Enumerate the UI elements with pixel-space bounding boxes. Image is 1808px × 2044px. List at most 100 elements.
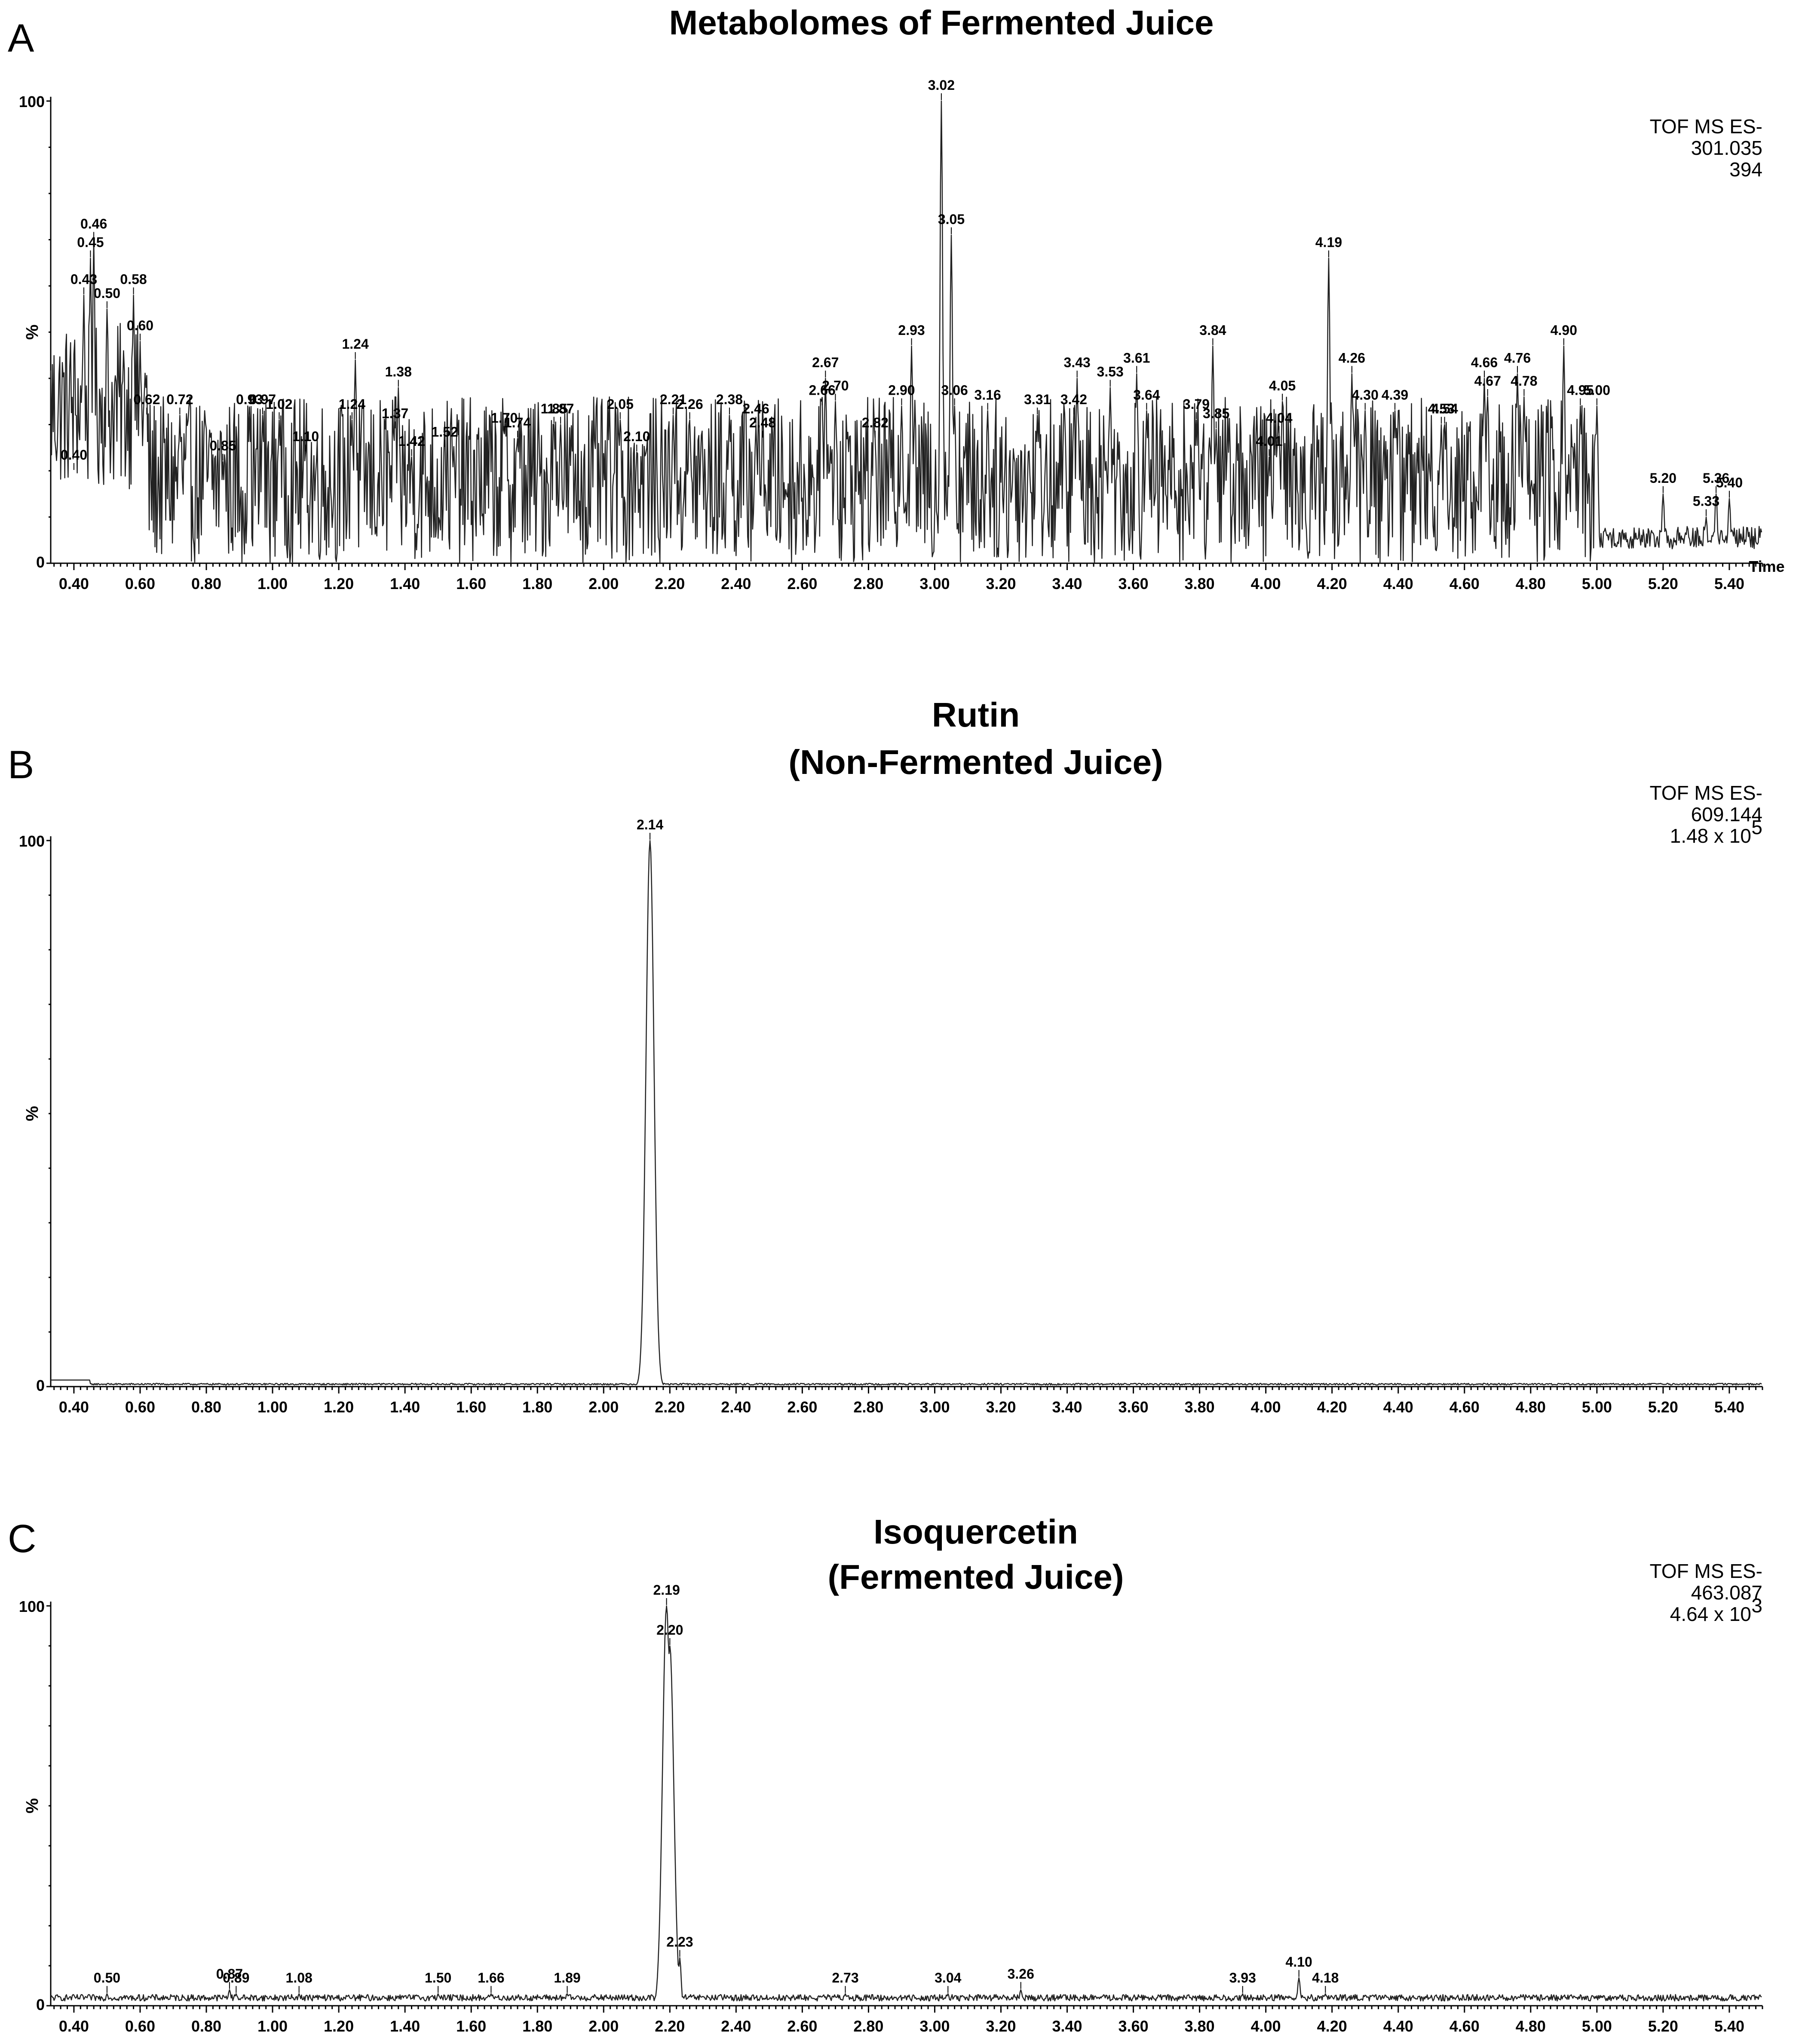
peak-label: 2.82 — [862, 415, 889, 430]
x-tick-label: 4.60 — [1449, 2017, 1480, 2035]
peak-label: 3.42 — [1060, 392, 1087, 407]
x-tick-label: 0.80 — [191, 575, 221, 592]
x-tick-label: 2.60 — [787, 2017, 817, 2035]
x-tick-label: 1.20 — [324, 575, 354, 592]
peak-label: 2.90 — [888, 383, 915, 398]
x-tick-label: 3.80 — [1185, 575, 1215, 592]
peak-label: 2.67 — [812, 355, 839, 370]
peak-label: 5.36 — [1703, 470, 1729, 486]
peak-label: 0.93 — [236, 392, 263, 407]
peak-label: 0.87 — [216, 1966, 243, 1982]
peak-label: 1.24 — [342, 336, 368, 352]
x-tick-label: 0.40 — [59, 1398, 89, 1416]
x-tick-label: 5.40 — [1714, 575, 1744, 592]
info-intensity-exponent: 3 — [1751, 1594, 1762, 1617]
peak-label: 2.73 — [832, 1970, 858, 1986]
y-tick-label-100: 100 — [19, 1598, 45, 1615]
info-mass: 301.035 — [1691, 137, 1762, 159]
info-intensity: 394 — [1729, 158, 1762, 181]
x-tick-label: 1.60 — [456, 1398, 486, 1416]
peak-label: 1.38 — [385, 364, 412, 380]
peak-label: 2.14 — [637, 817, 663, 832]
panel-b: B Rutin (Non-Fermented Juice) TOF MS ES-609… — [8, 696, 1763, 1416]
x-tick-label: 3.60 — [1119, 2017, 1149, 2035]
peak-label: 0.40 — [61, 447, 87, 463]
x-tick-label: 3.00 — [919, 1398, 950, 1416]
x-tick-label: 1.80 — [522, 2017, 552, 2035]
peak-label: 0.72 — [166, 392, 193, 407]
peak-label: 1.66 — [478, 1970, 504, 1986]
x-tick-label: 1.00 — [257, 575, 288, 592]
x-tick-label: 5.00 — [1582, 1398, 1612, 1416]
info-mass: 609.144 — [1691, 803, 1762, 826]
peak-label: 4.01 — [1256, 433, 1282, 449]
peak-label: 4.26 — [1339, 350, 1365, 365]
x-tick-label: 1.40 — [390, 1398, 420, 1416]
peak-label: 2.66 — [809, 383, 835, 398]
x-tick-label: 3.80 — [1185, 2017, 1215, 2035]
peak-label: 1.70 — [491, 410, 518, 426]
x-tick-label: 4.80 — [1516, 2017, 1546, 2035]
x-tick-label: 0.40 — [59, 575, 89, 592]
y-axis-label: % — [23, 325, 42, 340]
x-tick-label: 4.80 — [1516, 575, 1546, 592]
x-tick-label: 1.60 — [456, 575, 486, 592]
chromatogram-trace — [50, 100, 1762, 564]
peak-label: 2.70 — [822, 378, 849, 393]
peak-label: 3.02 — [928, 77, 955, 93]
peak-label: 0.89 — [223, 1970, 249, 1986]
chromatogram-trace — [50, 1605, 1762, 2002]
x-tick-label: 2.80 — [853, 2017, 883, 2035]
x-tick-label: 1.80 — [522, 575, 552, 592]
peak-label: 3.61 — [1123, 350, 1150, 365]
x-tick-label: 2.20 — [655, 575, 685, 592]
panel-subtitle: (Non-Fermented Juice) — [788, 743, 1163, 781]
peak-label: 3.05 — [938, 212, 965, 227]
peak-label: 4.95 — [1567, 383, 1593, 398]
peak-label: 4.54 — [1431, 401, 1458, 417]
x-tick-label: 5.00 — [1582, 575, 1612, 592]
x-tick-label: 3.20 — [986, 1398, 1016, 1416]
x-tick-label: 0.40 — [59, 2017, 89, 2035]
peak-label: 3.53 — [1097, 364, 1124, 380]
y-tick-label-0: 0 — [36, 553, 45, 571]
peak-label: 1.42 — [398, 433, 425, 449]
peak-label: 2.20 — [656, 1622, 683, 1638]
info-intensity: 1.48 x 10 — [1670, 825, 1751, 847]
peak-label: 4.04 — [1266, 410, 1292, 426]
x-tick-label: 5.20 — [1648, 1398, 1678, 1416]
x-tick-label: 3.60 — [1119, 1398, 1149, 1416]
x-tick-label: 4.40 — [1383, 2017, 1413, 2035]
info-mass: 463.087 — [1691, 1581, 1762, 1604]
peak-label: 2.48 — [749, 415, 776, 430]
info-mode: TOF MS ES- — [1650, 782, 1762, 804]
info-intensity-exponent: 5 — [1751, 816, 1762, 838]
peak-label: 1.87 — [547, 401, 574, 417]
x-tick-label: 4.20 — [1317, 2017, 1347, 2035]
peak-label: 3.31 — [1024, 392, 1051, 407]
panel-letter: C — [8, 1517, 36, 1561]
chromatogram-trace — [51, 840, 1762, 1386]
peak-label: 1.50 — [425, 1970, 451, 1986]
peak-label: 1.02 — [266, 396, 292, 412]
peak-label: 0.97 — [249, 392, 276, 407]
peak-label: 3.43 — [1064, 355, 1091, 370]
x-axis-label: Time — [1749, 558, 1784, 575]
x-tick-label: 4.00 — [1251, 2017, 1281, 2035]
x-tick-label: 0.80 — [191, 1398, 221, 1416]
peak-label: 1.52 — [431, 424, 458, 439]
x-tick-label: 2.20 — [655, 1398, 685, 1416]
x-tick-label: 1.40 — [390, 2017, 420, 2035]
x-tick-label: 4.60 — [1449, 1398, 1480, 1416]
x-tick-label: 3.40 — [1052, 2017, 1082, 2035]
x-tick-label: 3.40 — [1052, 575, 1082, 592]
peak-label: 4.18 — [1312, 1970, 1339, 1986]
x-tick-label: 3.00 — [919, 2017, 950, 2035]
x-tick-label: 1.20 — [324, 1398, 354, 1416]
peak-label: 2.05 — [607, 396, 634, 412]
peak-label: 2.23 — [666, 1934, 693, 1949]
x-tick-label: 3.40 — [1052, 1398, 1082, 1416]
x-tick-label: 0.60 — [125, 2017, 155, 2035]
x-tick-label: 2.80 — [853, 575, 883, 592]
